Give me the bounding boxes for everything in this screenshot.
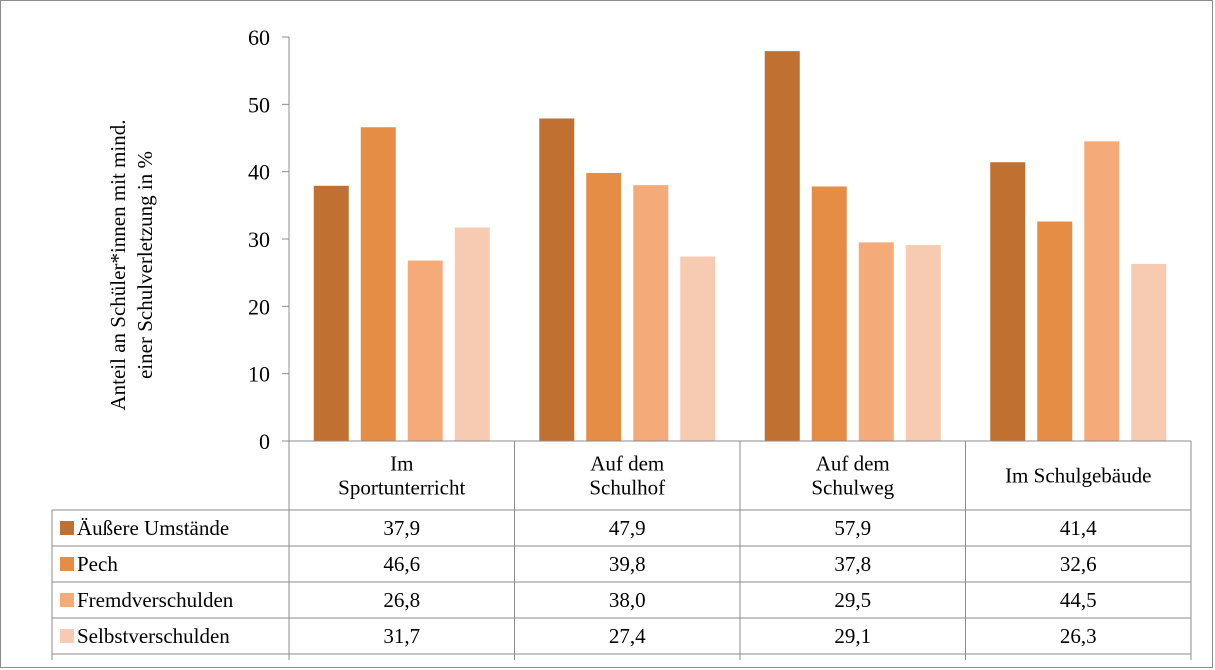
bar — [1084, 141, 1119, 441]
data-label: 29,5 — [834, 588, 871, 612]
data-label: 37,9 — [383, 516, 420, 540]
data-label: 27,4 — [609, 624, 646, 648]
data-label: 31,7 — [383, 624, 420, 648]
category-label: Im — [390, 452, 413, 476]
bar — [361, 127, 396, 441]
data-label: 29,1 — [834, 624, 871, 648]
bar — [539, 118, 574, 441]
bar — [859, 242, 894, 441]
legend-label: Pech — [77, 552, 118, 576]
legend-key — [60, 521, 74, 535]
bar — [586, 173, 621, 441]
category-label: Sportunterricht — [338, 476, 465, 500]
category-label: Auf dem — [816, 452, 890, 476]
data-label: 41,4 — [1060, 516, 1097, 540]
legend-key — [60, 593, 74, 607]
data-label: 57,9 — [834, 516, 871, 540]
data-label: 47,9 — [609, 516, 646, 540]
y-tick-label: 50 — [248, 92, 270, 117]
legend-label: Fremdverschulden — [77, 588, 234, 612]
data-label: 37,8 — [834, 552, 871, 576]
legend-key — [60, 629, 74, 643]
bar — [990, 162, 1025, 441]
legend-label: Selbstverschulden — [77, 624, 230, 648]
category-label: Schulhof — [589, 476, 665, 500]
y-tick-label: 40 — [248, 160, 270, 185]
bar — [1131, 264, 1166, 441]
bar — [408, 261, 443, 441]
bar — [633, 185, 668, 441]
bar — [455, 228, 490, 441]
bar — [680, 257, 715, 441]
data-label: 44,5 — [1060, 588, 1097, 612]
data-label: 38,0 — [609, 588, 646, 612]
y-tick-label: 30 — [248, 227, 270, 252]
category-label: Schulweg — [811, 476, 894, 500]
data-label: 26,8 — [383, 588, 420, 612]
data-label: 32,6 — [1060, 552, 1097, 576]
bar — [906, 245, 941, 441]
y-axis-title: Anteil an Schüler*innen mit mind. — [106, 119, 130, 410]
bar — [812, 186, 847, 441]
y-axis-title: einer Schulverletzung in % — [133, 151, 157, 379]
bar — [314, 186, 349, 441]
y-tick-label: 60 — [248, 25, 270, 50]
category-label: Auf dem — [590, 452, 664, 476]
y-tick-label: 0 — [259, 429, 270, 454]
y-tick-label: 20 — [248, 294, 270, 319]
legend-key — [60, 557, 74, 571]
bar — [765, 51, 800, 441]
data-label: 26,3 — [1060, 624, 1097, 648]
data-label: 46,6 — [383, 552, 420, 576]
bar — [1037, 221, 1072, 441]
category-label: Im Schulgebäude — [1005, 464, 1151, 488]
y-tick-label: 10 — [248, 362, 270, 387]
data-label: 39,8 — [609, 552, 646, 576]
legend-label: Äußere Umstände — [77, 516, 229, 540]
